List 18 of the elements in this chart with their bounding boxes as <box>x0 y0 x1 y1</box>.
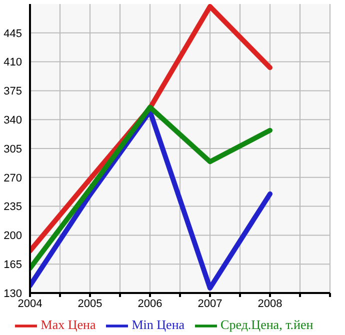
x-tick-label: 2005 <box>78 298 102 310</box>
y-tick-label: 130 <box>4 288 22 300</box>
y-tick-label: 165 <box>4 259 22 272</box>
x-tick-label: 2008 <box>258 298 282 310</box>
legend-label: Сред.Цена, т.йен <box>220 316 314 332</box>
y-tick-label: 410 <box>4 56 22 69</box>
y-tick-label: 340 <box>4 114 22 127</box>
y-tick-label: 200 <box>4 230 22 242</box>
legend-label: Max Цена <box>40 316 96 332</box>
y-tick-label: 270 <box>4 172 22 184</box>
y-tick-label: 305 <box>4 143 22 156</box>
x-tick-label: 2004 <box>18 298 42 310</box>
legend-label: Min Цена <box>132 316 185 332</box>
y-tick-label: 445 <box>4 28 22 40</box>
y-tick-label: 235 <box>4 201 22 214</box>
x-tick-label: 2006 <box>138 298 162 310</box>
x-tick-label: 2007 <box>198 298 222 310</box>
y-tick-label: 375 <box>4 86 22 98</box>
